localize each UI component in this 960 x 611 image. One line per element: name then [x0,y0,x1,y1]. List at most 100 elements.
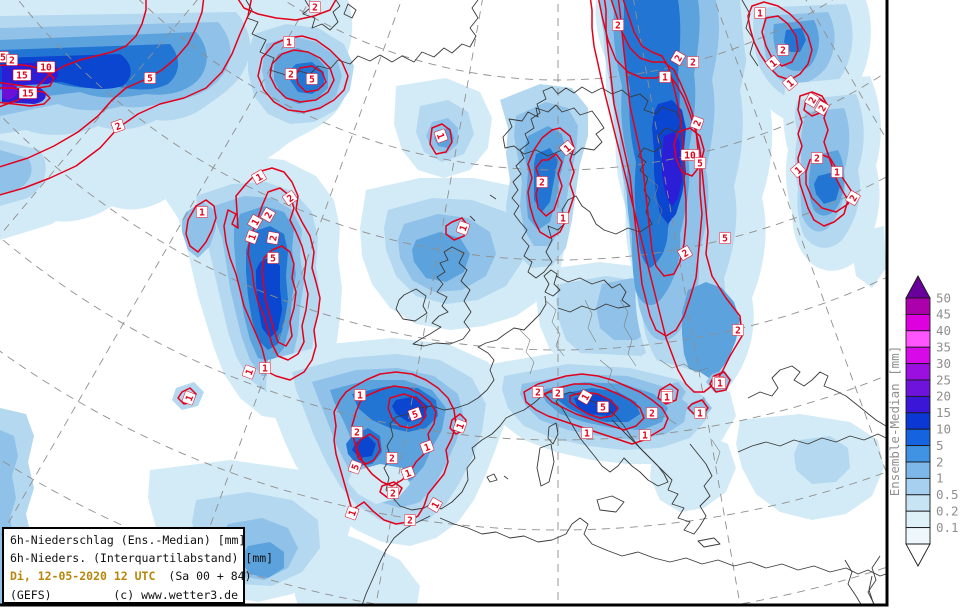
map-artwork: 1 [250,217,263,228]
iqr-contour-label: 1 [782,75,798,91]
map-artwork [344,505,360,521]
map-artwork [612,19,624,31]
map-artwork [257,35,349,113]
map-artwork [0,150,32,194]
map-artwork: 10 [684,151,696,162]
map-artwork [12,69,32,81]
map-artwork [689,115,705,131]
iqr-contour-label: 1 [196,206,208,219]
iqr-contour-label: 1 [251,169,267,185]
map-artwork: 1 [757,9,763,20]
map-artwork [266,231,280,245]
map-artwork [536,176,548,188]
map-artwork [737,433,887,453]
map-artwork: 2 [114,121,123,133]
iqr-contour-label: 2 [845,190,861,206]
map-artwork [811,152,823,164]
iqr-contour-label: 2 [282,190,298,206]
map-artwork [603,0,703,337]
map-artwork [407,406,423,422]
iqr-contour-label: 5 [407,406,423,422]
map-artwork [347,459,363,475]
iqr-contour-label: 1 [714,377,726,390]
iqr-contour-label: 1 [241,364,256,380]
map-artwork: 2 [673,53,685,63]
map-artwork [412,232,470,282]
colorbar-cell [905,379,931,397]
iqr-contour-label: 10 [36,61,56,74]
iqr-contour-label: 2 [386,452,398,465]
iqr-contour-label: 5 [144,72,156,85]
iqr-contour-label: 1 [244,229,260,245]
colorbar-tick-label: 30 [936,356,951,371]
map-artwork: 2 [407,516,413,527]
map-artwork [333,371,457,525]
iqr-contour-label: 2 [612,19,624,32]
iqr-contour-label: 1 [455,220,470,236]
map-artwork: 1 [768,58,780,70]
iqr-contour-label: 2 [260,207,276,223]
colorbar-cell [905,510,931,529]
iqr-contour-label: 2 [285,68,297,81]
map-artwork [452,418,468,434]
colorbar-tick-label: 10 [936,422,951,437]
map-artwork: 2 [390,489,396,500]
map-artwork [17,0,887,261]
map-artwork [646,407,658,419]
iqr-contour-label: 2 [811,152,823,165]
map-artwork: 1 [785,78,797,90]
iqr-contour-label: 1 [790,162,806,178]
iqr-contour-label: 5 [719,232,731,245]
map-artwork: 2 [288,70,294,81]
map-artwork [247,187,309,361]
map-artwork [0,0,252,196]
iqr-contour-label: 1 [427,497,443,513]
colorbar-cell [905,297,931,315]
map-artwork [868,575,875,605]
map-artwork: 1 [697,409,703,420]
map-artwork [375,0,483,605]
map-artwork [784,28,806,52]
map-artwork [677,245,693,261]
map-artwork [0,63,55,89]
map-artwork: 2 [268,234,280,242]
map-artwork [309,1,321,13]
map-artwork [694,157,706,169]
map-artwork [761,15,799,67]
iqr-contour-label: 2 [687,56,699,69]
map-artwork [709,371,731,393]
map-artwork [523,373,669,445]
map-artwork [687,56,699,68]
map-artwork [661,391,673,403]
map-artwork [0,114,887,351]
map-artwork [260,207,276,223]
map-artwork [599,359,619,393]
map-artwork [244,229,260,245]
map-artwork [0,0,311,539]
map-artwork: 2 [690,58,696,69]
map-artwork [445,217,469,241]
legend-copyright: (c) www.wetter3.de [113,587,238,602]
colorbar-top-arrow [905,275,931,299]
map-artwork [269,49,335,103]
map-artwork: 2 [692,119,704,128]
iqr-contour-label: 5 [306,73,318,86]
map-artwork: 1 [717,379,723,390]
map-artwork [794,436,850,484]
map-artwork: 1 [458,224,470,233]
map-artwork: 5 [697,159,703,170]
map-artwork: 1 [286,38,292,49]
iqr-contour-label: 2 [552,387,564,400]
iqr-contours [0,0,853,525]
map-artwork [581,427,593,439]
map-artwork [559,140,575,156]
map-artwork [306,73,318,85]
iqr-contour-label: 1 [181,390,196,406]
iqr-contour-label: 1 [694,407,706,420]
iqr-contour-label: 2 [804,92,820,108]
map-artwork [845,190,861,206]
iqr-contour-label: 1 [581,427,593,440]
